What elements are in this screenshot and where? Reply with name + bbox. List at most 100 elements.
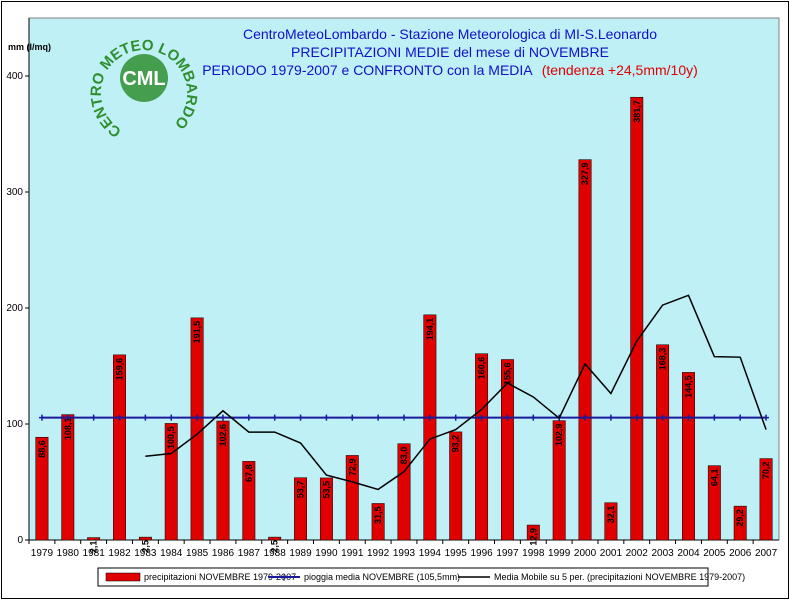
legend-label-bars: precipitazioni NOVEMBRE 1979-2007 <box>144 572 296 582</box>
bar <box>500 359 514 541</box>
mean-point <box>478 414 485 421</box>
chart-subtitle: PRECIPITAZIONI MEDIE del mese di NOVEMBR… <box>291 44 609 60</box>
bar-value-label: 29,2 <box>735 509 745 527</box>
mean-point <box>685 414 692 421</box>
bar <box>578 159 592 541</box>
mean-point <box>64 414 71 421</box>
bar <box>113 354 126 541</box>
bar <box>242 461 256 541</box>
bar-value-label: 144,5 <box>683 375 693 398</box>
legend-label-moving-average: Media Mobile su 5 per. (precipitazioni N… <box>494 572 745 582</box>
bar-value-label: 191,5 <box>192 321 202 344</box>
mean-point <box>297 414 304 421</box>
bar-value-label: 31,5 <box>373 506 383 524</box>
bar-value-label: 70,2 <box>761 462 771 480</box>
bar-value-label: 83,0 <box>399 447 409 465</box>
bar-value-label: 155,6 <box>502 363 512 386</box>
mean-point <box>659 414 666 421</box>
mean-point <box>323 414 330 421</box>
trend-note: (tendenza +24,5mm/10y) <box>542 62 698 78</box>
bar <box>190 317 204 541</box>
mean-point <box>271 414 278 421</box>
bar-value-label: 102,9 <box>554 424 564 447</box>
x-tick-label: 1982 <box>108 548 131 559</box>
x-axis: 1979 1980 1981 1982 1983 1984 1985 1986 1987 1988… <box>28 539 779 559</box>
mean-point <box>349 414 356 421</box>
mean-point <box>168 414 175 421</box>
bar <box>87 537 101 541</box>
x-tick-label: 1987 <box>238 548 261 559</box>
mean-point <box>38 414 45 421</box>
x-tick-label: 1979 <box>31 548 54 559</box>
x-tick-label: 2006 <box>729 548 752 559</box>
bar-value-label: 93,2 <box>451 435 461 453</box>
bar-value-label: 327,9 <box>580 163 590 186</box>
bar <box>164 423 178 541</box>
legend-box <box>97 567 709 587</box>
x-tick-label: 1996 <box>470 548 493 559</box>
bar-series <box>35 96 773 541</box>
bar <box>319 477 333 541</box>
bar-value-label: 108,1 <box>63 418 73 441</box>
bar <box>345 455 359 541</box>
bar <box>268 536 282 541</box>
bar-value-label: 67,8 <box>244 464 254 482</box>
bar <box>707 465 721 541</box>
period-text: PERIODO 1979-2007 e CONFRONTO con la MED… <box>202 62 533 78</box>
bar <box>682 372 695 541</box>
bar <box>552 420 566 541</box>
mean-point <box>607 414 614 421</box>
bar-value-label: 160,6 <box>477 357 487 380</box>
bar-value-label: 2,5 <box>270 540 280 553</box>
bar <box>423 314 437 541</box>
mean-point <box>426 414 433 421</box>
bar-value-label: 88,6 <box>37 440 47 458</box>
x-tick-label: 1999 <box>548 548 571 559</box>
mean-point <box>375 414 382 421</box>
bar-value-label: 168,3 <box>658 348 668 371</box>
x-tick-label: 2002 <box>626 548 649 559</box>
x-tick-label: 2001 <box>600 548 623 559</box>
x-tick-label: 2007 <box>755 548 778 559</box>
x-tick-label: 1995 <box>445 548 468 559</box>
x-tick-label: 2005 <box>703 548 726 559</box>
mean-point <box>245 414 252 421</box>
bar <box>475 353 489 541</box>
x-tick-label: 1988 <box>264 548 287 559</box>
bar-value-label: 53,5 <box>321 481 331 499</box>
bar-value-label: 2,1 <box>89 541 99 554</box>
bar <box>35 436 49 541</box>
bar <box>294 477 308 541</box>
bar-value-label: 159,6 <box>115 358 125 381</box>
x-tick-label: 1992 <box>367 548 390 559</box>
bar <box>733 505 747 541</box>
bar-value-label: 72,9 <box>347 458 357 476</box>
bar-value-label: 12,9 <box>528 528 538 546</box>
bar-data-labels: 88,6 108,1 2,1 159,6 2,5 100,5 191,5 102,6 67,8 2… <box>37 100 771 553</box>
bar-value-label: 64,1 <box>709 469 719 487</box>
x-tick-label: 1994 <box>419 548 442 559</box>
bar <box>216 420 230 541</box>
bar <box>449 431 463 541</box>
mean-point <box>763 414 770 421</box>
mean-point <box>401 414 407 421</box>
bar <box>630 96 644 541</box>
y-tick-label: 200 <box>6 303 23 314</box>
x-tick-label: 2000 <box>574 548 597 559</box>
mean-point <box>194 414 201 421</box>
chart-subtitle-period: PERIODO 1979-2007 e CONFRONTO con la MED… <box>202 62 698 78</box>
mean-point <box>142 414 149 421</box>
bar-value-label: 194,1 <box>425 318 435 341</box>
x-tick-label: 1985 <box>186 548 209 559</box>
x-tick-label: 1980 <box>57 548 80 559</box>
bar <box>138 536 152 541</box>
mean-point <box>711 414 718 421</box>
x-tick-label: 1990 <box>315 548 338 559</box>
x-tick-label: 2003 <box>651 548 674 559</box>
x-tick-label: 1997 <box>496 548 519 559</box>
bar <box>371 503 385 541</box>
y-tick-label: 300 <box>6 187 23 198</box>
logo-badge-icon <box>120 54 168 102</box>
